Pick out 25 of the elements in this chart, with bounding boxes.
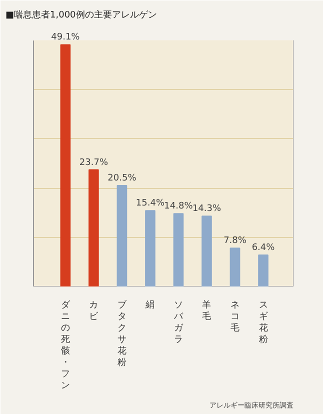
- bar: [258, 254, 268, 286]
- bar: [60, 44, 71, 286]
- bar: [145, 210, 156, 286]
- data-label: 20.5%: [108, 174, 137, 184]
- x-tick-label: ネコ毛: [230, 300, 240, 334]
- bar: [88, 169, 99, 286]
- x-tick-label: 絹: [144, 300, 155, 310]
- data-label: 14.8%: [164, 202, 194, 212]
- x-tick-label: カビ: [89, 300, 100, 322]
- x-tick-label: スギ花粉: [258, 300, 268, 345]
- data-label: 6.4%: [252, 242, 276, 253]
- data-label: 7.8%: [224, 236, 247, 246]
- data-label: 23.7%: [79, 158, 108, 168]
- data-label: 15.4%: [136, 198, 165, 209]
- bar: [173, 213, 184, 286]
- x-tick-label: ブタクサ花粉: [117, 300, 128, 368]
- data-label: 14.3%: [192, 204, 222, 214]
- x-tick-label: 羊毛: [202, 300, 212, 322]
- data-label: 49.1%: [51, 32, 80, 43]
- chart-title: ■喘息患者1,000例の主要アレルゲン: [6, 10, 157, 20]
- bar: [116, 185, 128, 286]
- x-tick-label: ソバガラ: [172, 300, 184, 345]
- x-tick-label: ダニの死骸・フン: [60, 300, 71, 391]
- bar: [230, 248, 240, 286]
- bar: [202, 216, 212, 286]
